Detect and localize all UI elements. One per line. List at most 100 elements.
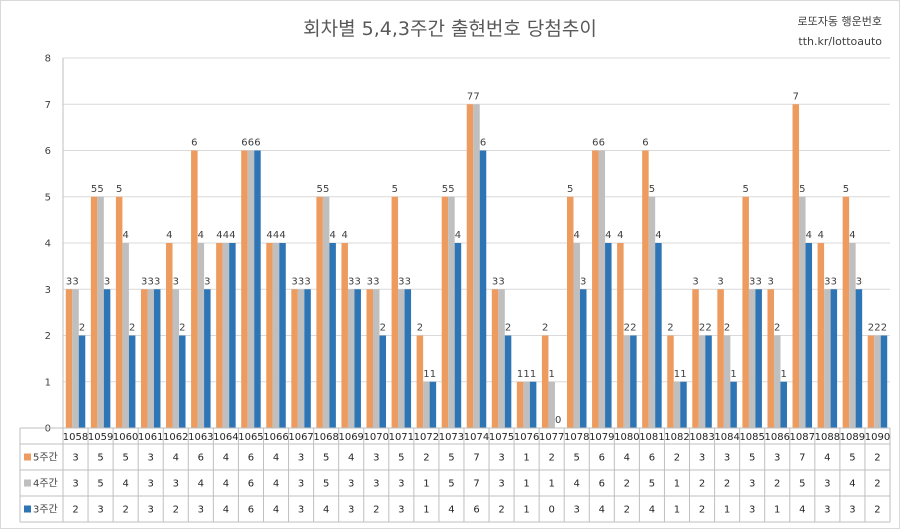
data-label: 3 xyxy=(580,276,586,287)
data-label: 2 xyxy=(624,323,630,334)
bar xyxy=(617,243,624,428)
data-label: 2 xyxy=(774,323,780,334)
bar xyxy=(566,196,574,428)
table-cell: 6 xyxy=(649,453,655,464)
category-label: 1073 xyxy=(439,432,464,443)
bar xyxy=(730,381,737,428)
data-label: 6 xyxy=(592,138,598,149)
data-label: 3 xyxy=(398,276,404,287)
table-cell: 1 xyxy=(523,453,529,464)
category-label: 1089 xyxy=(840,432,865,443)
table-cell: 3 xyxy=(574,505,580,516)
category-label: 1069 xyxy=(338,432,363,443)
bar xyxy=(341,243,348,428)
data-label: 1 xyxy=(674,369,680,380)
table-cell: 4 xyxy=(799,505,805,516)
table-cell: 1 xyxy=(674,479,680,490)
data-label: 3 xyxy=(768,276,774,287)
bars xyxy=(65,104,888,428)
category-label: 1066 xyxy=(263,432,288,443)
table-cell: 2 xyxy=(122,505,128,516)
bar xyxy=(366,289,374,428)
table-cell: 3 xyxy=(774,453,780,464)
table-cell: 5 xyxy=(97,453,103,464)
y-tick-label: 8 xyxy=(45,54,51,65)
data-label: 4 xyxy=(279,230,285,241)
data-label: 1 xyxy=(680,369,686,380)
bar xyxy=(717,289,724,428)
bar xyxy=(147,289,154,428)
data-label: 0 xyxy=(555,415,561,426)
data-label: 5 xyxy=(442,184,448,195)
table-cell: 2 xyxy=(72,505,78,516)
table-cell: 4 xyxy=(348,453,354,464)
bar xyxy=(698,335,706,428)
data-label: 1 xyxy=(430,369,436,380)
table-cell: 4 xyxy=(223,479,229,490)
data-label: 1 xyxy=(523,369,529,380)
category-label: 1083 xyxy=(689,432,714,443)
data-label: 3 xyxy=(824,276,830,287)
data-label: 2 xyxy=(380,323,386,334)
table-cell: 1 xyxy=(423,479,429,490)
bar xyxy=(172,289,180,428)
data-label: 3 xyxy=(498,276,504,287)
bar xyxy=(773,335,781,428)
table-cell: 6 xyxy=(198,453,204,464)
table-cell: 5 xyxy=(849,453,855,464)
bar xyxy=(316,196,323,428)
category-label: 1075 xyxy=(489,432,514,443)
category-label: 1062 xyxy=(163,432,188,443)
bar xyxy=(548,381,555,428)
data-label: 1 xyxy=(730,369,736,380)
table-cell: 3 xyxy=(72,479,78,490)
data-label: 5 xyxy=(799,184,805,195)
data-label: 3 xyxy=(204,276,210,287)
table-cell: 2 xyxy=(699,505,705,516)
data-label: 2 xyxy=(179,323,185,334)
data-label: 5 xyxy=(448,184,454,195)
category-label: 1060 xyxy=(113,432,138,443)
data-label: 1 xyxy=(548,369,554,380)
data-label: 1 xyxy=(781,369,787,380)
category-label: 1058 xyxy=(63,432,88,443)
bar xyxy=(605,243,612,428)
chart-title: 회차별 5,4,3주간 출현번호 당첨추이 xyxy=(303,18,597,40)
table-cell: 4 xyxy=(448,505,454,516)
table-cell: 3 xyxy=(824,505,830,516)
bar xyxy=(379,335,387,428)
table-cell: 3 xyxy=(849,505,855,516)
bar xyxy=(398,289,405,428)
category-label: 1086 xyxy=(765,432,790,443)
table-cell: 5 xyxy=(649,479,655,490)
category-label: 1067 xyxy=(288,432,313,443)
category-label: 1068 xyxy=(313,432,338,443)
data-label: 4 xyxy=(122,230,128,241)
table-cell: 4 xyxy=(649,505,655,516)
table-cell: 4 xyxy=(624,453,630,464)
data-label: 6 xyxy=(599,138,605,149)
table-cell: 3 xyxy=(148,505,154,516)
category-label: 1082 xyxy=(664,432,689,443)
data-label: 1 xyxy=(517,369,523,380)
category-label: 1090 xyxy=(865,432,890,443)
bar xyxy=(824,289,831,428)
table-cell: 4 xyxy=(223,453,229,464)
bar xyxy=(667,335,674,428)
data-label: 4 xyxy=(605,230,611,241)
table-cell: 3 xyxy=(97,505,103,516)
data-label: 7 xyxy=(467,91,473,102)
data-label: 4 xyxy=(166,230,172,241)
data-label: 5 xyxy=(323,184,329,195)
data-label: 4 xyxy=(818,230,824,241)
table-cell: 2 xyxy=(774,479,780,490)
y-tick-label: 6 xyxy=(45,146,51,157)
bar xyxy=(279,243,286,428)
bar xyxy=(792,104,800,428)
category-label: 1071 xyxy=(389,432,414,443)
y-tick-label: 3 xyxy=(45,285,51,296)
data-label: 4 xyxy=(342,230,348,241)
data-label: 4 xyxy=(617,230,623,241)
table-cell: 5 xyxy=(749,453,755,464)
bar xyxy=(504,335,512,428)
